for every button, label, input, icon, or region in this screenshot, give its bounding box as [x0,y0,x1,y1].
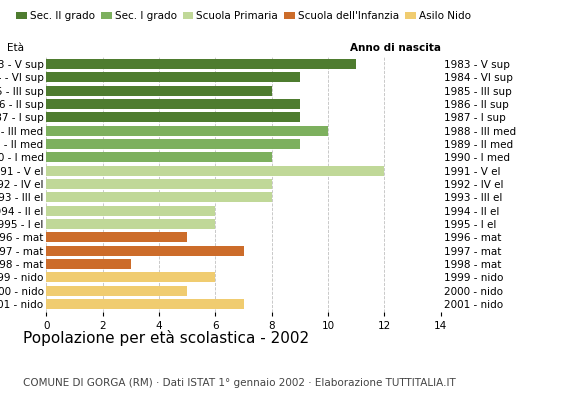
Bar [46,86,272,96]
Bar [46,179,272,189]
Text: Popolazione per età scolastica - 2002: Popolazione per età scolastica - 2002 [23,330,309,346]
Bar [46,126,328,136]
Bar [46,152,272,162]
Bar [46,192,272,202]
Text: COMUNE DI GORGA (RM) · Dati ISTAT 1° gennaio 2002 · Elaborazione TUTTITALIA.IT: COMUNE DI GORGA (RM) · Dati ISTAT 1° gen… [23,378,456,388]
Bar [46,166,385,176]
Bar [46,286,187,296]
Bar [46,139,300,149]
Bar [46,246,244,256]
Text: Anno di nascita: Anno di nascita [350,44,441,54]
Legend: Sec. II grado, Sec. I grado, Scuola Primaria, Scuola dell'Infanzia, Asilo Nido: Sec. II grado, Sec. I grado, Scuola Prim… [12,7,475,26]
Bar [46,99,300,109]
Bar [46,59,356,69]
Bar [46,232,187,242]
Bar [46,72,300,82]
Bar [46,112,300,122]
Bar [46,219,215,229]
Bar [46,206,215,216]
Text: Età: Età [7,44,24,54]
Bar [46,272,215,282]
Bar [46,299,244,309]
Bar [46,259,131,269]
